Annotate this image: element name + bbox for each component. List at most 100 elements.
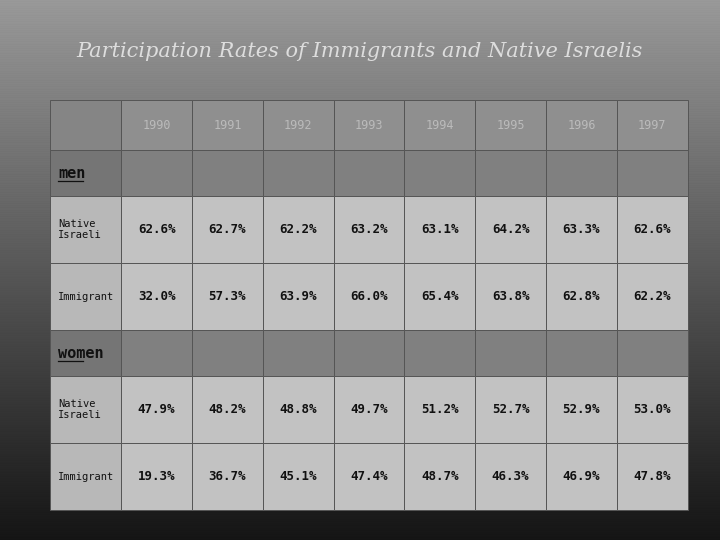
Bar <box>405 150 475 196</box>
Text: 65.4%: 65.4% <box>421 290 459 303</box>
Text: 1990: 1990 <box>143 119 171 132</box>
Bar <box>50 443 121 510</box>
Bar <box>617 330 688 376</box>
Bar <box>617 443 688 510</box>
Bar <box>546 263 617 330</box>
Bar <box>475 376 546 443</box>
Text: Participation Rates of Immigrants and Native Israelis: Participation Rates of Immigrants and Na… <box>77 42 643 61</box>
Bar <box>333 196 405 263</box>
Bar <box>475 100 546 150</box>
Bar <box>546 100 617 150</box>
Text: 63.2%: 63.2% <box>350 223 388 236</box>
Bar <box>121 150 192 196</box>
Text: 48.7%: 48.7% <box>421 470 459 483</box>
Bar <box>475 443 546 510</box>
Text: 64.2%: 64.2% <box>492 223 529 236</box>
Text: 63.3%: 63.3% <box>562 223 600 236</box>
Bar <box>192 443 263 510</box>
Bar <box>121 376 192 443</box>
Text: 63.9%: 63.9% <box>279 290 317 303</box>
Text: 45.1%: 45.1% <box>279 470 317 483</box>
Text: Native
Israeli: Native Israeli <box>58 219 102 240</box>
Bar <box>475 150 546 196</box>
Text: 48.8%: 48.8% <box>279 403 317 416</box>
Text: 1995: 1995 <box>496 119 525 132</box>
Bar <box>617 196 688 263</box>
Text: 1991: 1991 <box>213 119 242 132</box>
Text: 62.8%: 62.8% <box>562 290 600 303</box>
Bar <box>192 196 263 263</box>
Text: 1992: 1992 <box>284 119 312 132</box>
Text: 47.9%: 47.9% <box>138 403 176 416</box>
Bar <box>121 443 192 510</box>
Text: 46.3%: 46.3% <box>492 470 529 483</box>
Text: 1993: 1993 <box>355 119 383 132</box>
Text: 63.1%: 63.1% <box>421 223 459 236</box>
Bar <box>50 376 121 443</box>
Bar <box>50 330 121 376</box>
Text: Native
Israeli: Native Israeli <box>58 399 102 420</box>
Text: 52.7%: 52.7% <box>492 403 529 416</box>
Bar <box>546 443 617 510</box>
Text: 57.3%: 57.3% <box>209 290 246 303</box>
Bar <box>405 330 475 376</box>
Text: 1997: 1997 <box>638 119 667 132</box>
Bar <box>405 196 475 263</box>
Bar <box>50 263 121 330</box>
Bar <box>192 330 263 376</box>
Bar <box>617 376 688 443</box>
Text: 53.0%: 53.0% <box>634 403 671 416</box>
Text: 46.9%: 46.9% <box>562 470 600 483</box>
Bar <box>546 376 617 443</box>
Text: 47.4%: 47.4% <box>350 470 388 483</box>
Text: 36.7%: 36.7% <box>209 470 246 483</box>
Text: women: women <box>58 346 104 361</box>
Bar <box>121 330 192 376</box>
Text: 62.6%: 62.6% <box>138 223 176 236</box>
Text: 1996: 1996 <box>567 119 595 132</box>
Bar <box>263 196 333 263</box>
Bar <box>263 263 333 330</box>
Bar <box>405 376 475 443</box>
Text: 62.2%: 62.2% <box>634 290 671 303</box>
Bar <box>192 376 263 443</box>
Bar <box>546 150 617 196</box>
Bar <box>263 376 333 443</box>
Bar <box>263 150 333 196</box>
Bar <box>333 100 405 150</box>
Bar <box>333 376 405 443</box>
Text: 51.2%: 51.2% <box>421 403 459 416</box>
Bar <box>405 100 475 150</box>
Bar <box>546 196 617 263</box>
Bar <box>405 443 475 510</box>
Bar <box>263 443 333 510</box>
Text: 62.6%: 62.6% <box>634 223 671 236</box>
Text: 52.9%: 52.9% <box>562 403 600 416</box>
Bar <box>405 263 475 330</box>
Text: 1994: 1994 <box>426 119 454 132</box>
Text: Immigrant: Immigrant <box>58 472 114 482</box>
Text: 48.2%: 48.2% <box>209 403 246 416</box>
Bar <box>333 150 405 196</box>
Bar <box>333 443 405 510</box>
Bar <box>333 263 405 330</box>
Bar <box>263 100 333 150</box>
Text: 19.3%: 19.3% <box>138 470 176 483</box>
Bar <box>192 263 263 330</box>
Bar <box>617 150 688 196</box>
Bar <box>617 100 688 150</box>
Text: men: men <box>58 166 86 180</box>
Text: Immigrant: Immigrant <box>58 292 114 302</box>
Bar <box>192 150 263 196</box>
Text: 66.0%: 66.0% <box>350 290 388 303</box>
Text: 62.7%: 62.7% <box>209 223 246 236</box>
Text: 63.8%: 63.8% <box>492 290 529 303</box>
Bar <box>617 263 688 330</box>
Text: 62.2%: 62.2% <box>279 223 317 236</box>
Bar <box>475 330 546 376</box>
Bar <box>475 263 546 330</box>
Bar <box>50 196 121 263</box>
Bar <box>263 330 333 376</box>
Text: 32.0%: 32.0% <box>138 290 176 303</box>
Bar <box>121 100 192 150</box>
